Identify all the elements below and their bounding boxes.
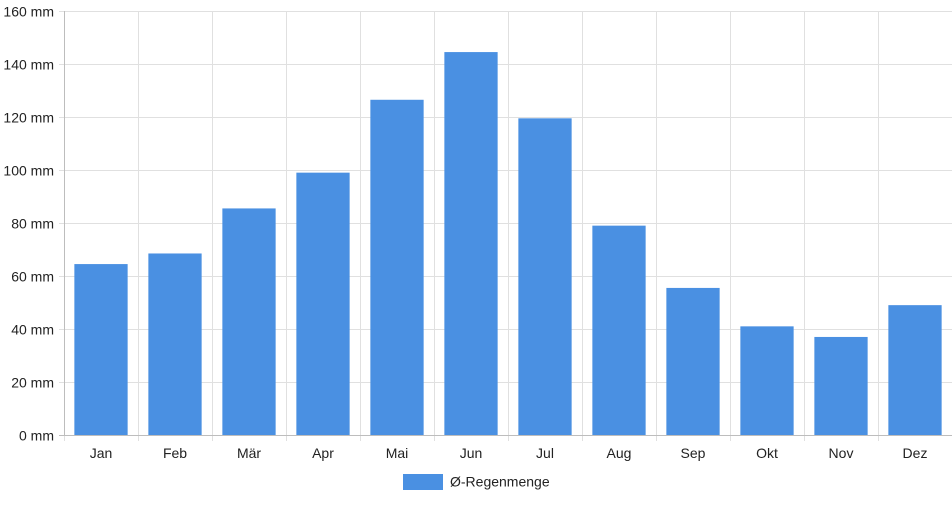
x-tick-label: Mai: [386, 445, 409, 461]
x-tick-label: Sep: [681, 445, 706, 461]
x-tick-label: Nov: [829, 445, 854, 461]
legend[interactable]: Ø-Regenmenge: [403, 474, 550, 491]
bar: [740, 326, 794, 435]
y-tick-label: 140 mm: [3, 57, 54, 73]
bar: [444, 52, 498, 435]
y-tick-label: 40 mm: [11, 322, 54, 338]
bar: [222, 208, 276, 435]
x-tick-label: Dez: [903, 445, 928, 461]
x-tick-label: Mär: [237, 445, 261, 461]
bar: [814, 336, 868, 435]
legend-swatch[interactable]: [403, 474, 443, 490]
bar: [74, 264, 128, 435]
y-tick-label: 60 mm: [11, 269, 54, 285]
bar: [148, 253, 202, 435]
x-tick-label: Jan: [90, 445, 113, 461]
x-tick-label: Feb: [163, 445, 187, 461]
grid-layer: [59, 11, 952, 441]
y-tick-label: 0 mm: [19, 428, 54, 444]
x-tick-label: Apr: [312, 445, 334, 461]
y-tick-label: 120 mm: [3, 110, 54, 126]
bar: [370, 99, 424, 436]
x-tick-label: Jun: [460, 445, 483, 461]
x-tick-label: Okt: [756, 445, 778, 461]
y-tick-label: 20 mm: [11, 375, 54, 391]
legend-label[interactable]: Ø-Regenmenge: [450, 474, 550, 490]
x-tick-label: Aug: [607, 445, 632, 461]
bars-layer: [74, 52, 942, 436]
bar: [592, 225, 646, 435]
x-tick-label: Jul: [536, 445, 554, 461]
bar: [518, 118, 572, 435]
bar: [666, 287, 720, 435]
y-tick-label: 100 mm: [3, 163, 54, 179]
axis-layer: 0 mm 20 mm 40 mm 60 mm 80 mm 100 mm 120 mm 140 …: [3, 4, 952, 461]
y-tick-label: 80 mm: [11, 216, 54, 232]
bar: [888, 305, 942, 435]
y-tick-label: 160 mm: [3, 4, 54, 20]
bar: [296, 172, 350, 435]
